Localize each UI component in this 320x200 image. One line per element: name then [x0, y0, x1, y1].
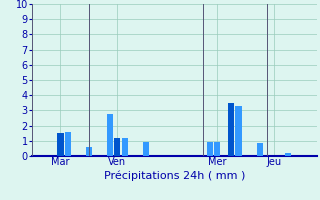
Bar	[207, 142, 213, 156]
Bar	[228, 103, 234, 156]
Bar	[65, 132, 71, 156]
Bar	[107, 114, 113, 156]
Bar	[214, 142, 220, 156]
Bar	[143, 142, 149, 156]
X-axis label: Précipitations 24h ( mm ): Précipitations 24h ( mm )	[104, 170, 245, 181]
Bar	[115, 138, 120, 156]
Bar	[58, 133, 63, 156]
Bar	[257, 143, 263, 156]
Bar	[285, 153, 291, 156]
Bar	[236, 106, 242, 156]
Bar	[122, 138, 128, 156]
Bar	[86, 147, 92, 156]
